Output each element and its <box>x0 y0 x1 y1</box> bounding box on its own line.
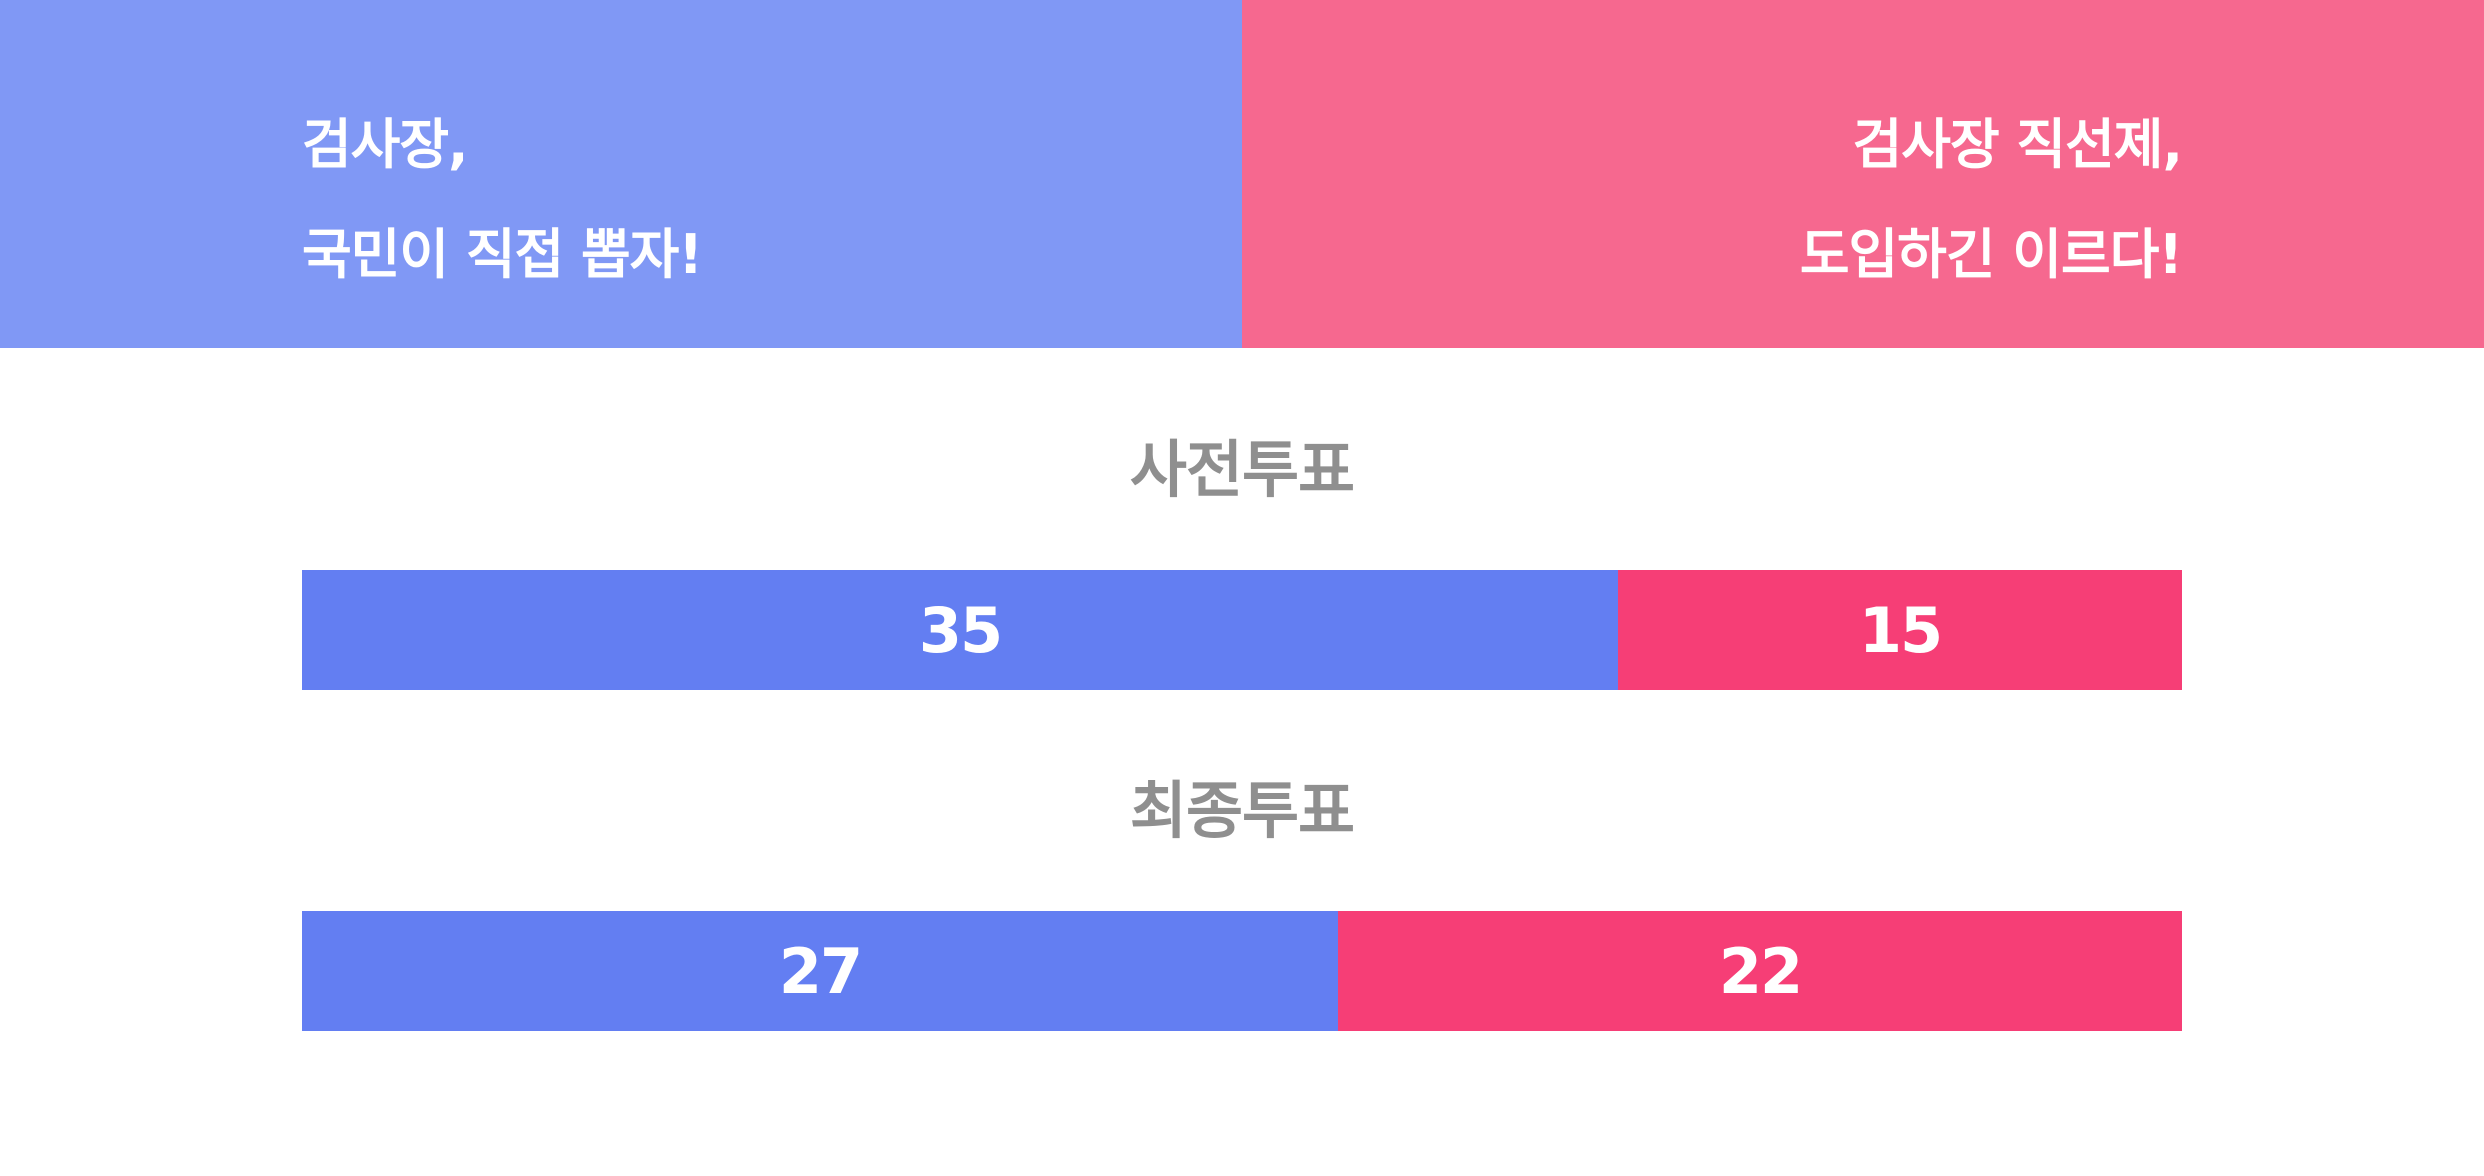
pre-vote-title: 사전투표 <box>1129 433 1355 506</box>
con-side-statement: 검사장 직선제, 도입하긴 이르다! <box>1799 90 2183 310</box>
pro-side-statement: 검사장, 국민이 직접 뽑자! <box>302 90 703 310</box>
final-vote-con-value: 22 <box>1718 934 1803 1008</box>
pro-side-panel: 검사장, 국민이 직접 뽑자! <box>0 0 1242 348</box>
pro-side-line-2: 국민이 직접 뽑자! <box>302 223 703 286</box>
header: 검사장, 국민이 직접 뽑자! 검사장 직선제, 도입하긴 이르다! <box>0 0 2484 348</box>
final-vote-pro-value: 27 <box>778 934 863 1008</box>
final-vote-pro-segment: 27 <box>302 911 1338 1031</box>
final-vote-con-segment: 22 <box>1338 911 2182 1031</box>
pro-side-line-1: 검사장, <box>302 113 469 176</box>
con-side-line-1: 검사장 직선제, <box>1852 113 2183 176</box>
con-side-line-2: 도입하긴 이르다! <box>1799 223 2183 286</box>
pre-vote-con-segment: 15 <box>1618 570 2182 690</box>
pre-vote-pro-segment: 35 <box>302 570 1618 690</box>
final-vote-bar: 27 22 <box>302 911 2182 1031</box>
pre-vote-bar: 35 15 <box>302 570 2182 690</box>
pre-vote-pro-value: 35 <box>918 593 1003 667</box>
con-side-panel: 검사장 직선제, 도입하긴 이르다! <box>1242 0 2484 348</box>
pre-vote-con-value: 15 <box>1858 593 1943 667</box>
final-vote-title: 최종투표 <box>1129 774 1355 847</box>
